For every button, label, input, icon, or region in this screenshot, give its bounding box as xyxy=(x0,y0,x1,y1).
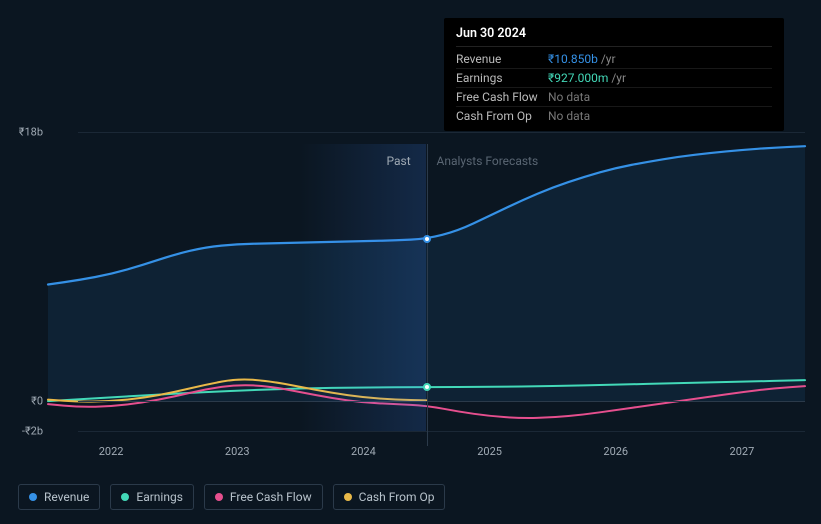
tooltip-row-label: Free Cash Flow xyxy=(456,90,548,104)
legend-item-fcf[interactable]: Free Cash Flow xyxy=(204,484,323,510)
legend-item-cfo[interactable]: Cash From Op xyxy=(333,484,446,510)
legend-label: Cash From Op xyxy=(359,490,435,504)
x-axis-label: 2022 xyxy=(99,445,124,458)
tooltip-row-value: ₹927.000m/yr xyxy=(548,71,626,85)
tooltip-row: Revenue₹10.850b/yr xyxy=(456,50,772,69)
legend-swatch xyxy=(215,493,223,501)
x-axis-label: 2025 xyxy=(477,445,502,458)
legend-swatch xyxy=(121,493,129,501)
y-axis-label: -₹2b xyxy=(22,425,43,438)
tooltip-row-label: Cash From Op xyxy=(456,109,548,123)
tooltip-row-label: Earnings xyxy=(456,71,548,85)
legend-label: Earnings xyxy=(136,490,183,504)
tooltip-row: Cash From OpNo data xyxy=(456,107,772,125)
x-axis-label: 2024 xyxy=(351,445,376,458)
legend-item-revenue[interactable]: Revenue xyxy=(18,484,100,510)
tooltip-row-value: ₹10.850b/yr xyxy=(548,52,616,66)
forecast-region-label: Analysts Forecasts xyxy=(437,154,539,168)
tooltip-row-value: No data xyxy=(548,109,590,123)
tooltip-row: Free Cash FlowNo data xyxy=(456,88,772,107)
tooltip-row: Earnings₹927.000m/yr xyxy=(456,69,772,88)
x-axis-label: 2023 xyxy=(225,445,250,458)
legend-swatch xyxy=(344,493,352,501)
x-axis-label: 2026 xyxy=(603,445,628,458)
marker-revenue xyxy=(423,235,431,243)
y-axis-label: ₹18b xyxy=(19,126,43,139)
legend-swatch xyxy=(29,493,37,501)
tooltip-row-value: No data xyxy=(548,90,590,104)
tooltip-row-label: Revenue xyxy=(456,52,548,66)
y-axis-label: ₹0 xyxy=(31,395,43,408)
tooltip-date: Jun 30 2024 xyxy=(456,26,772,47)
x-axis-label: 2027 xyxy=(730,445,755,458)
legend-item-earnings[interactable]: Earnings xyxy=(110,484,194,510)
chart-legend: Revenue Earnings Free Cash Flow Cash From O… xyxy=(18,484,445,510)
legend-label: Free Cash Flow xyxy=(230,490,312,504)
chart-tooltip: Jun 30 2024 Revenue₹10.850b/yrEarnings₹9… xyxy=(444,18,784,131)
legend-label: Revenue xyxy=(44,490,89,504)
past-region-label: Past xyxy=(387,154,411,168)
marker-earnings xyxy=(423,383,431,391)
